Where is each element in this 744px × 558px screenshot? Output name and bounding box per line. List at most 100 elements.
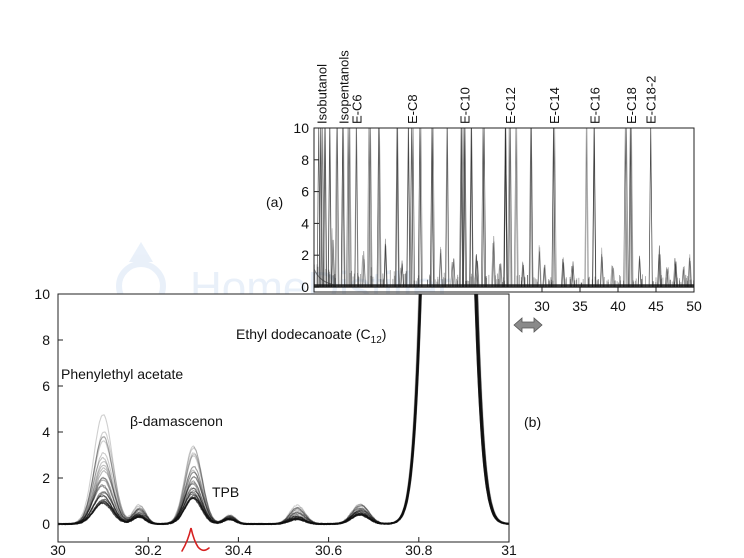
solvent-hump — [313, 268, 337, 286]
small-peak — [492, 241, 496, 288]
small-peak — [610, 265, 614, 288]
replicate-trace — [58, 294, 509, 526]
peak-label: E-C16 — [587, 87, 602, 124]
y-tick-label: 0 — [301, 279, 309, 295]
small-peak — [610, 266, 615, 288]
small-peak — [451, 258, 456, 288]
small-peak — [383, 245, 388, 288]
tall-peak — [417, 127, 422, 288]
small-peak — [665, 268, 670, 288]
tall-peak — [585, 127, 589, 288]
small-peak — [331, 239, 335, 288]
small-peak — [499, 263, 503, 288]
small-peak — [571, 261, 575, 288]
tall-peak — [552, 127, 557, 288]
panel-b-ticks: 0 2 4 6 8 10 30 30.2 30.4 30.6 30.8 31 — [34, 286, 517, 558]
small-peak — [497, 263, 502, 288]
tall-peak — [482, 127, 487, 288]
small-peak — [687, 254, 692, 288]
red-mark-annotation — [181, 527, 210, 552]
tall-peak — [469, 127, 474, 288]
small-peak — [491, 235, 496, 288]
small-peak — [398, 267, 403, 288]
annotation-beta-damascenon: β-damascenon — [130, 413, 223, 429]
small-peak — [537, 245, 542, 288]
panel-a-traces — [313, 127, 695, 288]
tall-peak — [592, 127, 597, 288]
panel-b-background — [58, 294, 509, 542]
y-tick-label: 8 — [42, 332, 50, 348]
replicate-trace — [58, 294, 509, 526]
tall-peak — [366, 127, 371, 288]
tall-peak — [528, 127, 533, 288]
tall-peak — [628, 127, 633, 288]
small-peak — [569, 265, 574, 288]
replicate-trace — [58, 294, 509, 526]
small-peak — [600, 256, 604, 288]
x-tick-label: 31 — [501, 542, 517, 558]
y-tick-label: 2 — [42, 470, 50, 486]
y-tick-label: 0 — [42, 516, 50, 532]
small-peak — [474, 253, 479, 288]
replicate-traces — [58, 294, 509, 526]
small-peak — [438, 246, 443, 288]
tall-peak — [445, 127, 450, 288]
replicate-trace — [58, 294, 509, 526]
small-peak — [362, 259, 367, 288]
tall-peak — [551, 127, 556, 288]
y-tick-label: 4 — [42, 424, 50, 440]
y-tick-label: 10 — [34, 286, 50, 302]
replicate-trace — [58, 294, 509, 526]
peak-label: E-C18 — [624, 87, 639, 124]
tall-peak — [340, 127, 345, 288]
tall-peak — [463, 127, 467, 288]
small-peak — [331, 239, 335, 288]
y-tick-label: 4 — [301, 215, 309, 231]
small-peak — [543, 264, 547, 288]
replicate-trace — [58, 294, 509, 526]
small-peak — [475, 260, 480, 288]
tall-peak — [367, 127, 372, 288]
small-peak — [681, 269, 686, 288]
peak-label: E-C18-2 — [644, 76, 659, 124]
tall-peak — [529, 127, 534, 288]
small-peak — [687, 257, 692, 288]
tall-peak — [508, 127, 513, 288]
small-peak — [498, 263, 503, 288]
small-peak — [400, 263, 405, 288]
small-peak — [537, 251, 542, 288]
small-peak — [542, 264, 547, 288]
tall-peak — [319, 127, 324, 288]
annotation-phenylethyl-acetate: Phenylethyl acetate — [61, 366, 183, 382]
peak-label: E-C6 — [350, 94, 365, 124]
y-tick-label: 6 — [42, 378, 50, 394]
peak-label: E-C12 — [503, 87, 518, 124]
panel-a-frame — [313, 127, 695, 293]
tall-peak — [469, 127, 474, 288]
tall-peak — [429, 127, 434, 288]
x-tick-label: 50 — [686, 298, 702, 314]
replicate-trace — [58, 294, 509, 526]
tall-peak — [395, 127, 400, 288]
x-tick-label: 40 — [610, 298, 626, 314]
x-tick-label: 30 — [534, 298, 550, 314]
small-peak — [658, 254, 663, 288]
small-peak — [451, 258, 456, 288]
small-peak — [491, 242, 495, 288]
replicate-trace — [58, 294, 509, 526]
y-tick-label: 8 — [301, 152, 309, 168]
peak-label: Isopentanols — [337, 50, 352, 124]
x-tick-label: 30.2 — [135, 542, 162, 558]
tall-peak — [376, 127, 381, 288]
peak-label: Isobutanol — [315, 64, 330, 124]
tall-peak — [648, 127, 653, 288]
small-peak — [521, 262, 525, 288]
replicate-trace — [58, 294, 509, 526]
tall-peak — [503, 127, 508, 288]
small-peak — [664, 267, 669, 288]
small-peak — [674, 261, 678, 288]
small-peak — [560, 258, 565, 288]
tall-peak — [459, 127, 464, 288]
small-peak — [637, 256, 642, 288]
